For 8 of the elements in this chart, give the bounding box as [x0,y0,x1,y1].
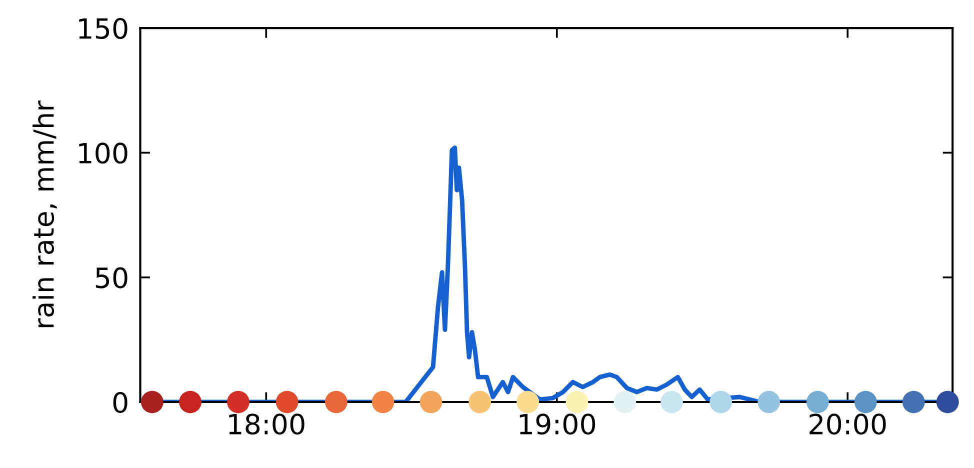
y-tick-label: 150 [79,18,128,40]
x-tick-label: 18:00 [229,414,304,435]
x-tick-label: 20:00 [810,414,886,435]
x-tick-label: 19:00 [520,414,596,435]
y-tick-label: 100 [79,142,128,164]
y-tick-label: 0 [113,392,128,413]
y-axis-title: rain rate, mm/hr [32,100,57,328]
y-tick-label: 50 [96,267,128,288]
